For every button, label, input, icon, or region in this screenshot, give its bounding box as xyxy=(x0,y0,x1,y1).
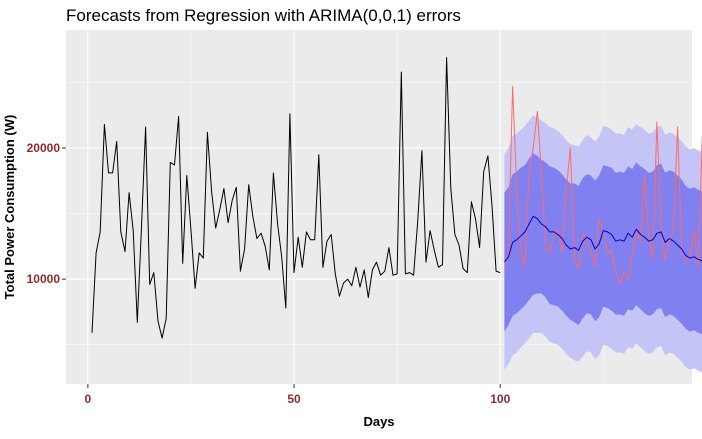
x-axis-title: Days xyxy=(363,414,394,429)
chart-title: Forecasts from Regression with ARIMA(0,0… xyxy=(66,6,461,25)
x-tick-label: 100 xyxy=(490,392,510,406)
actual-line xyxy=(503,85,702,285)
x-tick-label: 0 xyxy=(85,392,92,406)
series xyxy=(91,57,702,339)
forecast-mean-line xyxy=(504,215,702,263)
band-80 xyxy=(504,153,702,335)
y-tick-label: 20000 xyxy=(27,141,61,155)
band-80-area xyxy=(504,153,702,335)
y-tick-label: 10000 xyxy=(27,272,61,286)
history-line xyxy=(91,57,501,339)
y-ticks: 10000 20000 xyxy=(27,141,66,286)
y-axis-title: Total Power Consumption (W) xyxy=(2,115,17,300)
x-tick-label: 50 xyxy=(287,392,301,406)
x-ticks: 0 50 100 xyxy=(85,384,511,406)
